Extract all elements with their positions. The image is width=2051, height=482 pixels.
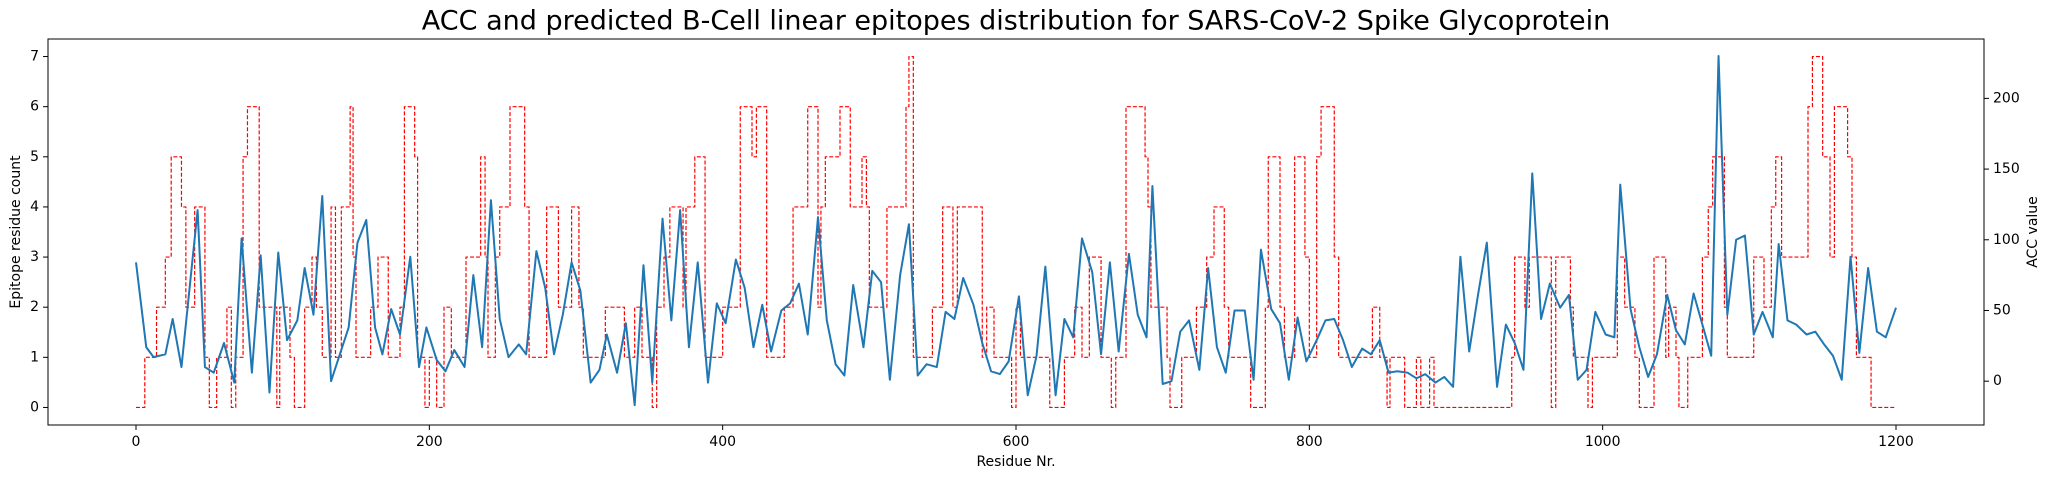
- x-tick-label: 200: [416, 434, 443, 450]
- y-tick-label: 0: [30, 399, 39, 415]
- plot-frame: [47, 38, 1985, 426]
- x-axis-label: Residue Nr.: [976, 454, 1055, 470]
- y2-tick-label: 100: [1993, 232, 2020, 248]
- y-tick-label: 3: [30, 249, 39, 265]
- y2-axis-label: ACC value: [2025, 196, 2041, 268]
- y2-tick-label: 0: [1993, 373, 2002, 389]
- y2-tick-label: 150: [1993, 161, 2020, 177]
- x-tick-label: 400: [709, 434, 736, 450]
- x-tick-label: 0: [132, 434, 141, 450]
- y-tick-label: 2: [30, 299, 39, 315]
- x-tick-label: 1000: [1585, 434, 1621, 450]
- y-tick-label: 1: [30, 349, 39, 365]
- y2-tick-label: 50: [1993, 302, 2011, 318]
- chart-title: ACC and predicted B-Cell linear epitopes…: [422, 6, 1610, 37]
- y-tick-label: 4: [30, 199, 39, 215]
- x-tick-label: 600: [1003, 434, 1030, 450]
- y-tick-label: 5: [30, 149, 39, 165]
- series-line: [136, 55, 1896, 409]
- y-tick-label: 7: [30, 49, 39, 65]
- y2-tick-label: 200: [1993, 90, 2020, 106]
- series-line: [135, 54, 1897, 407]
- y-tick-label: 6: [30, 99, 39, 115]
- y-axis-label: Epitope residue count: [8, 155, 24, 309]
- x-tick-label: 800: [1296, 434, 1323, 450]
- x-tick-label: 1200: [1878, 434, 1914, 450]
